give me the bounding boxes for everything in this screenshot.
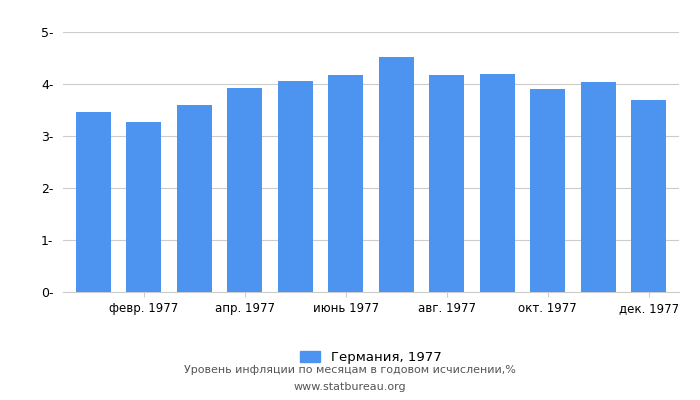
- Bar: [126, 122, 162, 292]
- Bar: [176, 105, 212, 292]
- Bar: [278, 81, 313, 292]
- Bar: [580, 82, 616, 292]
- Legend: Германия, 1977: Германия, 1977: [295, 345, 447, 369]
- Bar: [328, 75, 363, 292]
- Bar: [631, 100, 666, 292]
- Bar: [429, 75, 464, 292]
- Text: Уровень инфляции по месяцам в годовом исчислении,%: Уровень инфляции по месяцам в годовом ис…: [184, 365, 516, 375]
- Bar: [480, 74, 515, 292]
- Bar: [227, 88, 262, 292]
- Text: www.statbureau.org: www.statbureau.org: [294, 382, 406, 392]
- Bar: [76, 112, 111, 292]
- Bar: [379, 57, 414, 292]
- Bar: [530, 89, 566, 292]
